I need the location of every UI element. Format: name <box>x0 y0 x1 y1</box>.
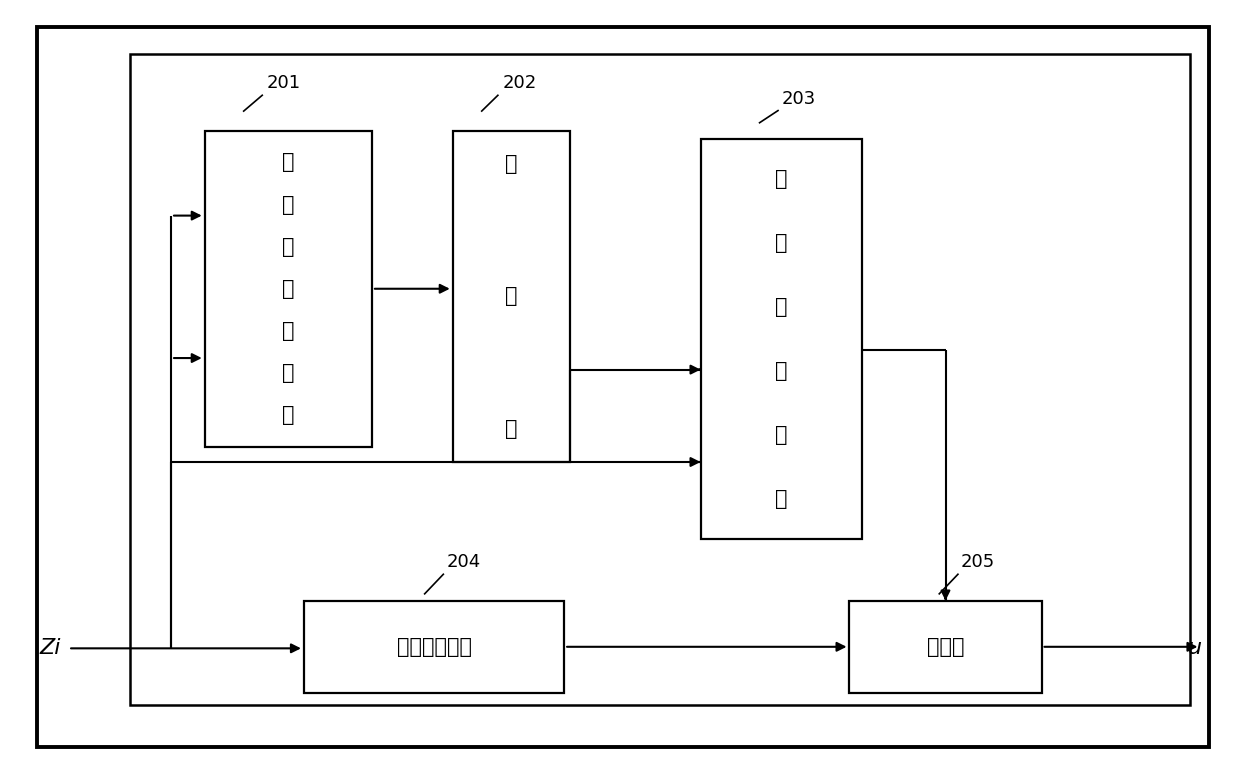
Text: 模: 模 <box>775 425 787 445</box>
Text: 非: 非 <box>281 152 295 172</box>
Text: 性: 性 <box>281 236 295 256</box>
Text: 预期动态模块: 预期动态模块 <box>397 637 471 657</box>
Bar <box>701 139 862 539</box>
Text: 积: 积 <box>505 154 518 174</box>
Bar <box>849 601 1042 693</box>
Text: 合: 合 <box>775 361 787 381</box>
Text: 205: 205 <box>961 554 996 571</box>
Text: 性: 性 <box>775 233 787 253</box>
Text: 块: 块 <box>281 405 295 425</box>
Text: 203: 203 <box>781 90 816 108</box>
Text: 204: 204 <box>446 554 481 571</box>
Bar <box>453 131 570 462</box>
Text: 201: 201 <box>267 75 301 92</box>
Text: 组: 组 <box>775 296 787 316</box>
Text: 器: 器 <box>505 419 518 439</box>
Text: 模: 模 <box>281 363 295 383</box>
Bar <box>304 601 564 693</box>
Bar <box>205 131 372 447</box>
Text: 加法器: 加法器 <box>926 637 965 657</box>
Text: 线: 线 <box>775 169 787 189</box>
Text: 块: 块 <box>775 489 787 509</box>
Text: 202: 202 <box>502 75 537 92</box>
Text: 线: 线 <box>281 195 295 215</box>
Text: 组: 组 <box>281 279 295 299</box>
Text: 合: 合 <box>281 321 295 341</box>
Text: Zi: Zi <box>40 638 61 658</box>
Text: 分: 分 <box>505 286 518 306</box>
Text: u: u <box>1188 638 1202 658</box>
Bar <box>130 54 1190 705</box>
